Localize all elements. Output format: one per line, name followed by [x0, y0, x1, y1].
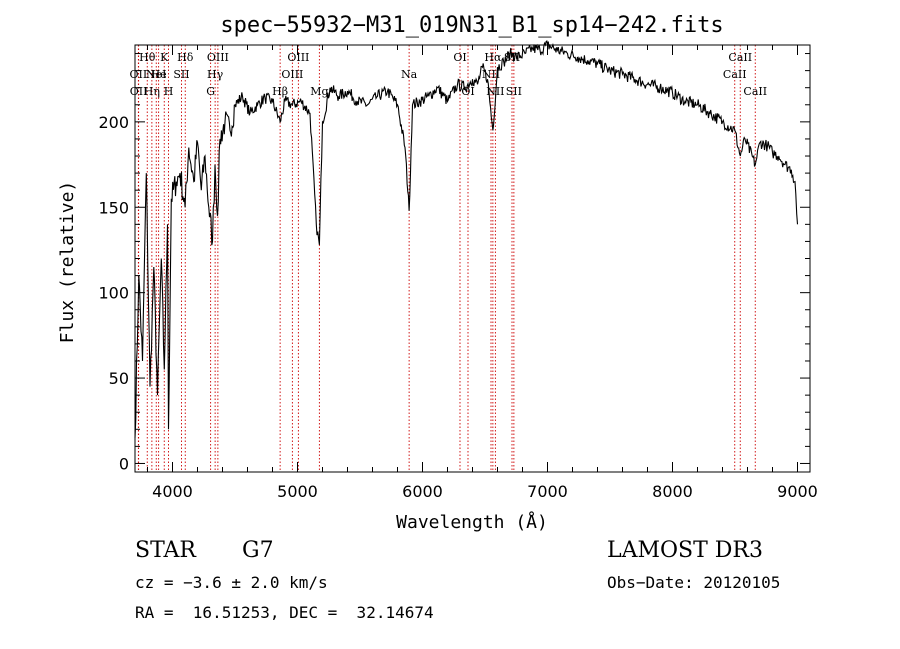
line-label: SII [506, 85, 522, 98]
chart-title: spec−55932−M31_019N31_B1_sp14−242.fits [220, 13, 723, 38]
x-tick-label: 8000 [652, 482, 693, 501]
line-label: Hβ [272, 85, 288, 98]
line-markers [137, 45, 756, 472]
x-axis-label: Wavelength (Å) [396, 511, 548, 533]
line-label: He [151, 68, 167, 81]
line-label: K [160, 51, 169, 64]
line-label: OII [130, 68, 148, 81]
line-label: G [206, 85, 215, 98]
y-tick-label: 50 [109, 369, 129, 388]
y-tick-label: 0 [119, 454, 129, 473]
x-tick-label: 7000 [527, 482, 568, 501]
survey-name: LAMOST DR3 [607, 538, 763, 563]
x-tick-label: 4000 [152, 482, 193, 501]
line-label: Hα [484, 51, 502, 64]
line-label: OI [461, 85, 474, 98]
line-label: Hθ [139, 51, 156, 64]
x-axis: 4000 5000 6000 7000 8000 9000 [147, 45, 818, 501]
x-tick-label: 6000 [402, 482, 443, 501]
line-label: Hδ [177, 51, 194, 64]
object-subclass: G7 [242, 538, 274, 563]
y-axis: 0 50 100 150 200 [98, 53, 810, 473]
line-label: OIII [207, 51, 229, 64]
line-label: CaII [743, 85, 767, 98]
spectrum-series-line [134, 40, 799, 438]
line-label: Mg [310, 85, 328, 98]
line-label: OII [130, 85, 148, 98]
x-tick-label: 5000 [277, 482, 318, 501]
line-label: SII [173, 68, 189, 81]
y-tick-label: 100 [98, 284, 129, 303]
ra-dec: RA = 16.51253, DEC = 32.14674 [135, 603, 434, 622]
x-tick-label: 9000 [777, 482, 818, 501]
line-label: OIII [287, 51, 309, 64]
line-label: Na [401, 68, 418, 81]
obs-date: Obs−Date: 20120105 [607, 573, 781, 592]
line-labels: Hθ OII OII K He Hη H Hδ NeI SII OIII Hγ G OIII OIII Hβ M… [130, 51, 768, 98]
line-label: OIII [281, 68, 303, 81]
line-label: Hγ [207, 68, 224, 81]
y-tick-label: 150 [98, 198, 129, 217]
line-label: Hη [144, 85, 160, 98]
line-label: CaII [728, 51, 752, 64]
line-label: NeI [146, 68, 166, 81]
y-axis-label: Flux (relative) [57, 181, 78, 344]
line-label: H [164, 85, 174, 98]
redshift-cz: cz = −3.6 ± 2.0 km/s [135, 573, 328, 592]
line-label: CaII [723, 68, 747, 81]
plot-frame [134, 44, 811, 473]
line-label: OI [453, 51, 466, 64]
y-tick-label: 200 [98, 113, 129, 132]
object-type: STAR [135, 538, 196, 563]
